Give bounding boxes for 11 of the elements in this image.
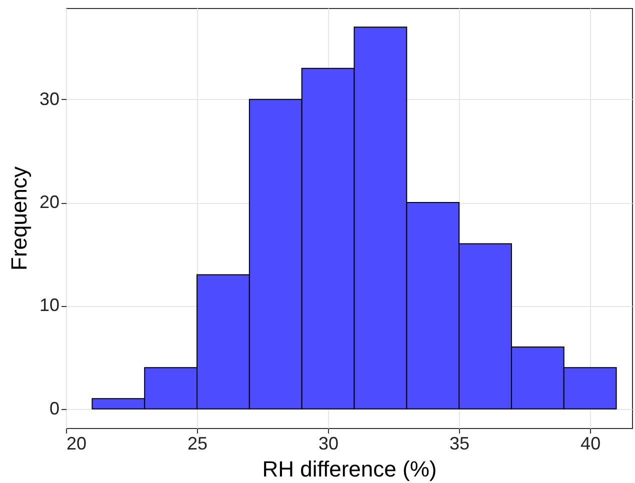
x-axis-title: RH difference (%) [262,456,437,482]
y-tick-label: 30 [39,88,60,109]
x-tick-label: 20 [66,434,87,454]
y-axis-title: Frequency [6,166,32,270]
y-tick-label: 10 [39,295,60,316]
x-tick-label: 30 [318,434,339,454]
y-tick-label: 20 [39,192,60,212]
y-tick-label: 0 [49,398,60,418]
x-tick-label: 25 [188,434,208,454]
x-tick-label: 40 [580,434,601,454]
x-tick-label: 35 [450,434,470,454]
